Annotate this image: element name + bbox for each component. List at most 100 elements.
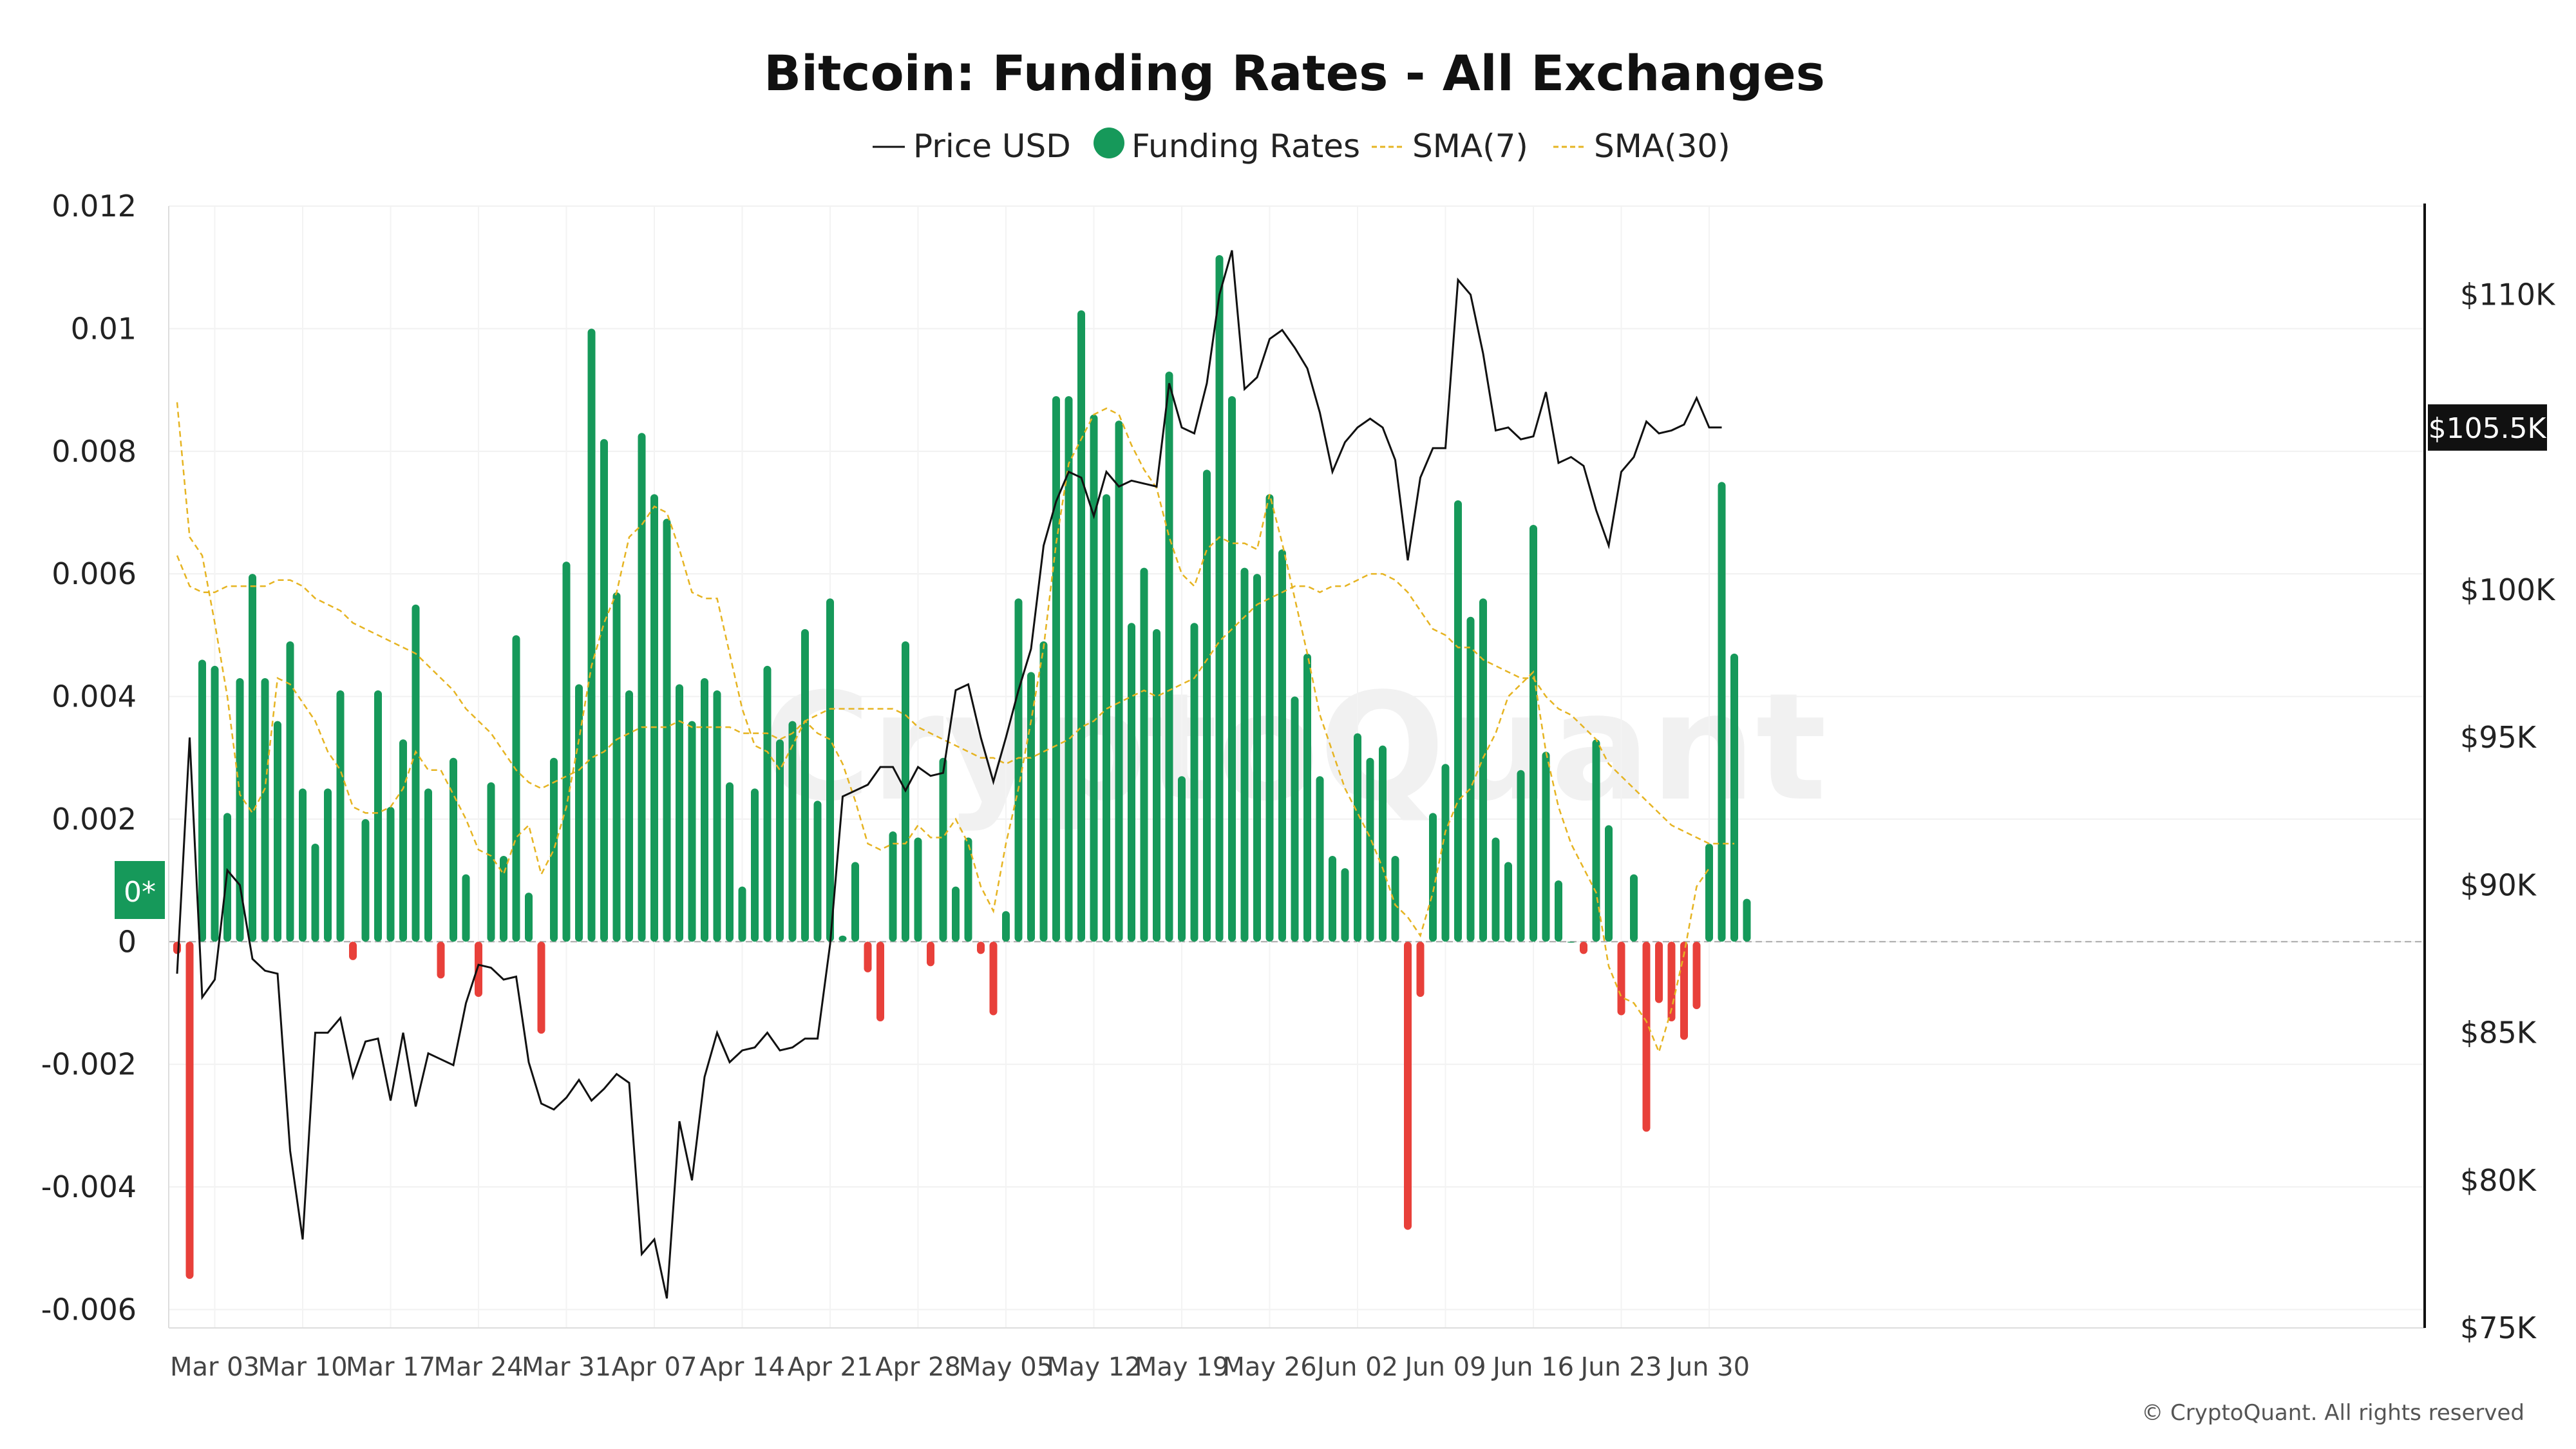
sma7-line <box>176 402 1710 1055</box>
funding-bar <box>889 831 897 942</box>
funding-bar <box>450 757 457 942</box>
funding-bar <box>701 677 708 942</box>
funding-bar <box>1592 739 1600 942</box>
funding-bar <box>211 665 219 942</box>
x-tick-label: Mar 10 <box>258 1352 347 1382</box>
funding-bar <box>650 494 658 942</box>
funding-bar <box>550 757 558 942</box>
funding-bar <box>537 942 545 1034</box>
funding-bar <box>1391 856 1399 942</box>
legend-label-price: Price USD <box>913 128 1071 165</box>
funding-bar <box>914 837 922 942</box>
funding-bar <box>1128 623 1135 942</box>
last-price-badge-label: $105.5K <box>2429 412 2547 445</box>
chart-title: Bitcoin: Funding Rates - All Exchanges <box>764 44 1825 102</box>
right-tick-label: $80K <box>2460 1163 2537 1198</box>
funding-bar <box>500 856 507 942</box>
legend-label-sma30: SMA(30) <box>1594 128 1730 165</box>
right-tick-label: $90K <box>2460 867 2537 902</box>
funding-bar <box>487 782 495 942</box>
funding-bar <box>1404 942 1412 1230</box>
funding-bar <box>1504 862 1512 942</box>
x-tick-label: Apr 21 <box>788 1352 873 1382</box>
funding-bar <box>1580 942 1587 954</box>
funding-bar <box>1052 396 1060 942</box>
right-tick-label: $85K <box>2460 1016 2537 1050</box>
legend-item-sma7[interactable]: SMA(7) <box>1372 128 1528 165</box>
funding-bar <box>311 843 319 942</box>
funding-bar <box>788 721 797 942</box>
left-tick-label: -0.002 <box>41 1047 137 1082</box>
funding-bar <box>1354 733 1361 942</box>
left-tick-label: 0 <box>118 924 137 959</box>
funding-bar <box>864 942 872 972</box>
legend-item-funding[interactable]: Funding Rates <box>1094 128 1360 165</box>
funding-bar <box>876 942 884 1022</box>
funding-bar <box>826 598 834 942</box>
funding-bar <box>1530 524 1537 942</box>
zero-badge-label: 0* <box>124 876 156 909</box>
funding-bar <box>261 677 269 942</box>
series-lines <box>176 250 1734 1299</box>
x-tick-label: May 26 <box>1222 1352 1316 1382</box>
funding-bar <box>813 800 822 942</box>
funding-bar <box>1517 770 1525 942</box>
zero-badge: 0* <box>115 861 165 919</box>
funding-bar <box>236 677 244 942</box>
funding-bar <box>688 721 696 942</box>
funding-bar <box>1680 942 1688 1040</box>
funding-bar <box>1341 868 1349 942</box>
funding-bar <box>336 690 345 942</box>
funding-bar <box>1153 629 1160 942</box>
x-tick-label: Mar 17 <box>346 1352 435 1382</box>
x-tick-label: Jun 23 <box>1578 1352 1662 1382</box>
funding-bar <box>1065 396 1073 942</box>
funding-bar <box>1655 942 1663 1003</box>
funding-bar <box>1555 880 1562 942</box>
funding-bar <box>1379 745 1387 942</box>
x-tick-label: Mar 24 <box>433 1352 523 1382</box>
funding-bar <box>1617 942 1625 1016</box>
funding-bar <box>1743 898 1751 942</box>
price-line <box>176 250 1722 1299</box>
x-tick-label: May 05 <box>959 1352 1053 1382</box>
copyright-footer: © CryptoQuant. All rights reserved <box>2141 1400 2524 1426</box>
left-tick-label: 0.004 <box>52 679 137 714</box>
funding-bar <box>851 862 859 942</box>
funding-bar <box>1115 421 1123 942</box>
left-tick-label: -0.004 <box>41 1170 137 1204</box>
last-price-badge-box <box>2428 404 2547 451</box>
funding-bar <box>1228 396 1236 942</box>
funding-bar <box>1567 942 1575 943</box>
funding-bar <box>1329 856 1336 942</box>
funding-bar <box>1630 874 1638 942</box>
right-tick-label: $100K <box>2460 573 2556 607</box>
x-tick-label: Jun 09 <box>1403 1352 1486 1382</box>
legend-item-price[interactable]: Price USD <box>873 128 1071 165</box>
funding-bar <box>1542 752 1550 942</box>
funding-bar <box>1140 567 1148 942</box>
x-tick-label: Mar 03 <box>170 1352 260 1382</box>
funding-bar <box>1002 911 1010 942</box>
right-y-axis: $110K $100K $95K $90K $85K $80K $75K <box>2423 204 2556 1345</box>
funding-bar <box>412 604 420 942</box>
funding-bar <box>361 819 370 942</box>
funding-bar <box>1178 776 1186 942</box>
funding-bar <box>1253 574 1261 942</box>
funding-bar <box>738 886 746 942</box>
funding-bar <box>198 659 206 942</box>
left-tick-label: 0.012 <box>52 189 137 223</box>
legend-label-funding: Funding Rates <box>1132 128 1360 165</box>
sma30-line <box>176 555 1734 845</box>
funding-bar <box>1165 372 1173 942</box>
last-price-badge: $105.5K <box>2428 404 2547 451</box>
left-tick-label: 0.006 <box>52 556 137 591</box>
funding-bar <box>838 935 847 942</box>
funding-bar <box>1466 616 1475 942</box>
funding-bar <box>1265 494 1274 942</box>
legend-item-sma30[interactable]: SMA(30) <box>1553 128 1730 165</box>
funding-bar <box>1215 255 1224 942</box>
funding-bar <box>1605 825 1613 942</box>
right-tick-label: $95K <box>2460 720 2537 755</box>
funding-bar <box>1103 494 1110 942</box>
